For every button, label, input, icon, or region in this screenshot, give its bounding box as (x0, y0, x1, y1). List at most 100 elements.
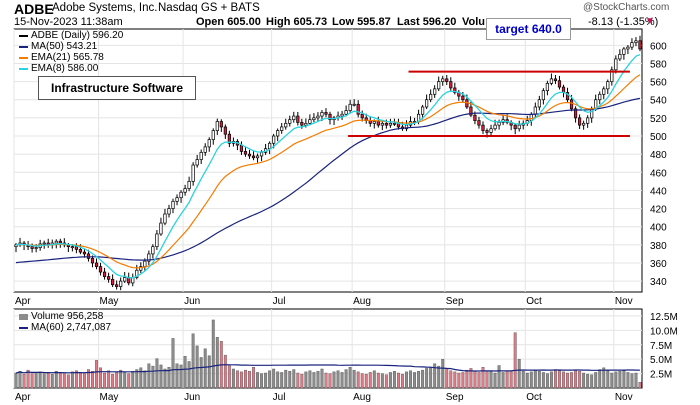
volume-bar (533, 369, 537, 389)
candle-body (175, 197, 179, 202)
volume-bar (95, 360, 98, 389)
candle-body (247, 153, 252, 157)
volume-bar (610, 372, 614, 389)
volume-bar (622, 370, 626, 389)
candle-body (477, 120, 481, 126)
candle-body (445, 78, 449, 82)
volume-bar (489, 371, 493, 389)
legend-ema8-label: EMA(8) 586.00 (31, 63, 99, 74)
candle-body (453, 87, 457, 93)
candle-body (276, 130, 280, 137)
volume-bar (14, 372, 18, 389)
volume-bar (244, 369, 247, 389)
candle-body (449, 81, 453, 89)
ticker-symbol: ADBE (14, 1, 54, 17)
volume-bar (78, 372, 82, 389)
volume-tick-label: 2.5M (650, 370, 672, 381)
volume-bar (58, 372, 62, 389)
candle-body (421, 106, 425, 115)
volume-bar (199, 357, 203, 389)
candle-body (86, 253, 91, 259)
candle-body (90, 258, 95, 264)
volume-bar (264, 372, 268, 389)
legend-ma50-label: MA(50) 543.21 (31, 41, 98, 52)
candle-body (300, 122, 304, 126)
candle-body (183, 188, 187, 193)
candle-body (473, 114, 477, 121)
price-legend: ADBE (Daily) 596.20 MA(50) 543.21 EMA(21… (19, 30, 123, 74)
volume-bar (312, 372, 316, 389)
candle-body (223, 126, 227, 135)
candle-body (340, 113, 344, 117)
candle-body (433, 88, 437, 95)
legend-swatch (19, 313, 28, 320)
candle-body (251, 155, 256, 159)
volume-bar (477, 372, 481, 389)
candle-body (569, 99, 574, 110)
high-label: High (266, 16, 291, 28)
candle-body (111, 278, 115, 286)
legend-swatch (19, 67, 28, 70)
volume-tick-label: 5.0M (650, 355, 672, 366)
volume-bar (18, 371, 22, 389)
volume-bar (344, 369, 348, 389)
volume-bar (606, 370, 610, 389)
price-tick-label: 480 (650, 150, 667, 161)
candle-body (259, 151, 264, 157)
candle-body (199, 151, 203, 160)
volume-bar (316, 371, 320, 389)
candle-body (102, 271, 107, 277)
candle-body (557, 80, 562, 88)
candle-body (268, 142, 272, 150)
volume-bar (401, 373, 404, 389)
volume-bar (240, 371, 243, 389)
candle-body (78, 249, 83, 253)
volume-bar (368, 372, 372, 389)
month-tick-label: Aug (353, 296, 371, 307)
candle-body (356, 103, 360, 115)
volume-bar (509, 371, 513, 389)
candle-body (187, 181, 191, 189)
volume-bar (372, 370, 376, 389)
exchange-label: Nasdaq GS + BATS (158, 2, 260, 14)
volume-bar (91, 371, 94, 389)
candle-body (324, 112, 328, 115)
volume-bar (356, 371, 360, 389)
price-panel (13, 28, 643, 293)
volume-tick-label: 10.0M (650, 326, 678, 337)
volume-bar (248, 371, 251, 389)
candle-body (630, 42, 634, 48)
volume-bar (155, 358, 159, 389)
volume-bar (614, 371, 618, 389)
volume-bar (481, 367, 485, 389)
month-tick-label: Jul (273, 392, 286, 403)
candle-body (598, 93, 602, 101)
price-tick-label: 600 (650, 41, 667, 52)
candle-body (320, 112, 324, 117)
volume-bar (272, 368, 276, 389)
target-annotation: target 640.0 (486, 18, 571, 40)
candle-body (626, 46, 630, 50)
candle-body (215, 121, 219, 131)
high-value: 605.73 (293, 16, 328, 28)
candle-body (517, 124, 521, 130)
candle-body (316, 115, 320, 119)
volume-bar (469, 368, 473, 389)
volume-bar (380, 373, 384, 389)
volume-bar (211, 319, 215, 389)
volume-bar (139, 367, 143, 389)
volume-bar (417, 371, 421, 389)
candle-body (54, 240, 58, 244)
candle-body (638, 40, 642, 50)
volume-bar (578, 371, 582, 389)
volume-bar (449, 370, 453, 389)
candle-body (533, 106, 537, 115)
candle-body (203, 146, 207, 153)
candle-body (139, 266, 143, 271)
volume-bar (320, 368, 324, 389)
candle-body (610, 69, 614, 82)
volume-bar (457, 372, 461, 389)
volume-bar (195, 345, 199, 389)
sector-annotation: Infrastructure Software (38, 76, 196, 100)
volume-bar (284, 369, 288, 389)
